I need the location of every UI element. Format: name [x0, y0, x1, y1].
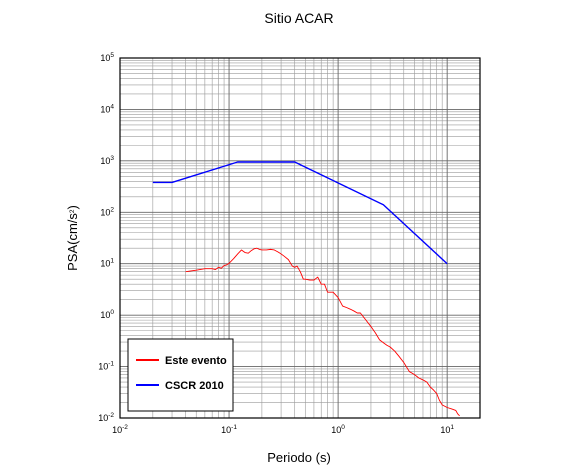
y-tick-label: 100 — [100, 309, 114, 320]
x-tick-exp: 0 — [341, 424, 345, 431]
y-tick-exp: 1 — [110, 258, 114, 265]
x-tick-label: 100 — [331, 424, 345, 435]
y-tick-base: 10 — [100, 310, 110, 320]
chart-title: Sitio ACAR — [264, 10, 333, 26]
x-tick-label: 101 — [440, 424, 454, 435]
y-tick-base: 10 — [100, 104, 110, 114]
x-tick-exp: -1 — [231, 424, 237, 431]
y-tick-exp: 2 — [110, 206, 114, 213]
x-tick-base: 10 — [331, 425, 341, 435]
y-tick-base: 10 — [100, 53, 110, 63]
x-tick-label: 10-2 — [112, 424, 128, 435]
plot-frame — [119, 57, 481, 419]
legend-label-cscr-2010: CSCR 2010 — [165, 380, 224, 392]
x-tick-exp: -2 — [122, 424, 128, 431]
x-tick-label: 10-1 — [221, 424, 237, 435]
legend-box — [127, 338, 234, 412]
y-tick-exp: 3 — [110, 155, 114, 162]
legend: Este evento CSCR 2010 — [127, 338, 234, 412]
x-tick-base: 10 — [440, 425, 450, 435]
x-axis-label: Periodo (s) — [267, 450, 331, 465]
y-tick-exp: -1 — [108, 361, 114, 368]
y-tick-exp: 4 — [110, 103, 114, 110]
x-tick-labels: 10-2 10-1 100 101 — [112, 424, 454, 435]
y-axis-label-sup: 2 — [69, 209, 76, 213]
y-tick-exp: 5 — [110, 52, 114, 59]
y-tick-label: 105 — [100, 52, 114, 63]
x-tick-exp: 1 — [450, 424, 454, 431]
y-tick-base: 10 — [98, 362, 108, 372]
y-tick-label: 102 — [100, 206, 114, 217]
y-axis-label-base: PSA(cm/s — [65, 213, 80, 271]
y-tick-label: 10-2 — [98, 412, 114, 423]
y-axis-label-end: ) — [65, 205, 80, 209]
y-tick-base: 10 — [100, 207, 110, 217]
y-tick-base: 10 — [98, 413, 108, 423]
series-line-cscr-2010 — [152, 161, 448, 265]
y-tick-label: 101 — [100, 258, 114, 269]
y-tick-exp: -2 — [108, 412, 114, 419]
y-tick-label: 103 — [100, 155, 114, 166]
grid-minor — [120, 58, 481, 418]
y-tick-label: 10-1 — [98, 361, 114, 372]
legend-label-este-evento: Este evento — [165, 355, 227, 367]
x-tick-base: 10 — [112, 425, 122, 435]
x-tick-base: 10 — [221, 425, 231, 435]
y-tick-exp: 0 — [110, 309, 114, 316]
y-tick-base: 10 — [100, 259, 110, 269]
series-line-este-evento — [185, 247, 460, 417]
y-axis-label: PSA(cm/s2) — [65, 205, 80, 271]
y-tick-base: 10 — [100, 156, 110, 166]
series-layer — [152, 161, 460, 417]
y-tick-label: 104 — [100, 103, 114, 114]
